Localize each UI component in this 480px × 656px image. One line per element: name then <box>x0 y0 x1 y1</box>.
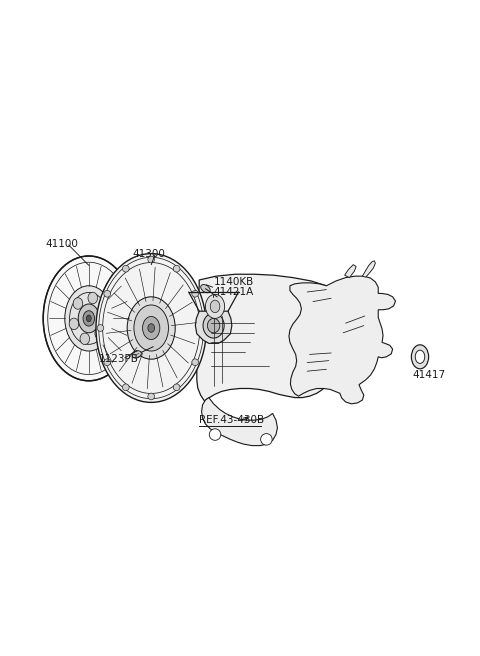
Polygon shape <box>289 276 396 404</box>
Ellipse shape <box>173 266 180 272</box>
Text: 41100: 41100 <box>46 239 78 249</box>
Ellipse shape <box>261 434 272 445</box>
Ellipse shape <box>104 291 110 297</box>
Text: 41421A: 41421A <box>214 287 254 297</box>
Ellipse shape <box>86 315 91 321</box>
Ellipse shape <box>148 256 155 263</box>
Text: 1140KB: 1140KB <box>214 277 254 287</box>
Polygon shape <box>195 311 232 343</box>
Ellipse shape <box>65 286 113 351</box>
Polygon shape <box>202 398 277 445</box>
Text: 41417: 41417 <box>413 370 446 380</box>
Ellipse shape <box>201 285 210 293</box>
Ellipse shape <box>210 300 220 313</box>
Polygon shape <box>362 261 375 277</box>
Ellipse shape <box>99 307 108 319</box>
Ellipse shape <box>97 325 104 331</box>
Ellipse shape <box>127 297 175 359</box>
Ellipse shape <box>192 359 199 365</box>
Ellipse shape <box>199 325 205 331</box>
Ellipse shape <box>173 384 180 390</box>
Ellipse shape <box>122 384 129 390</box>
Ellipse shape <box>132 351 142 358</box>
Ellipse shape <box>80 333 90 344</box>
Ellipse shape <box>148 393 155 400</box>
Ellipse shape <box>415 350 425 363</box>
Ellipse shape <box>69 318 79 329</box>
Ellipse shape <box>43 256 134 380</box>
Ellipse shape <box>88 292 97 304</box>
Ellipse shape <box>134 305 168 351</box>
Text: REF.43-430B: REF.43-430B <box>199 415 264 425</box>
Ellipse shape <box>78 304 99 333</box>
Ellipse shape <box>148 323 155 333</box>
Text: 1123PB: 1123PB <box>98 354 138 364</box>
Ellipse shape <box>207 318 220 333</box>
Text: 41300: 41300 <box>132 249 165 258</box>
Ellipse shape <box>73 298 83 309</box>
Ellipse shape <box>83 311 95 326</box>
Polygon shape <box>197 274 342 401</box>
Ellipse shape <box>104 359 110 365</box>
Ellipse shape <box>411 345 429 369</box>
Polygon shape <box>345 264 356 277</box>
Ellipse shape <box>143 316 160 340</box>
Ellipse shape <box>209 429 221 440</box>
Ellipse shape <box>122 266 129 272</box>
Ellipse shape <box>95 327 105 339</box>
Ellipse shape <box>205 295 225 318</box>
Ellipse shape <box>96 254 206 402</box>
Ellipse shape <box>203 313 224 338</box>
Ellipse shape <box>192 291 199 297</box>
